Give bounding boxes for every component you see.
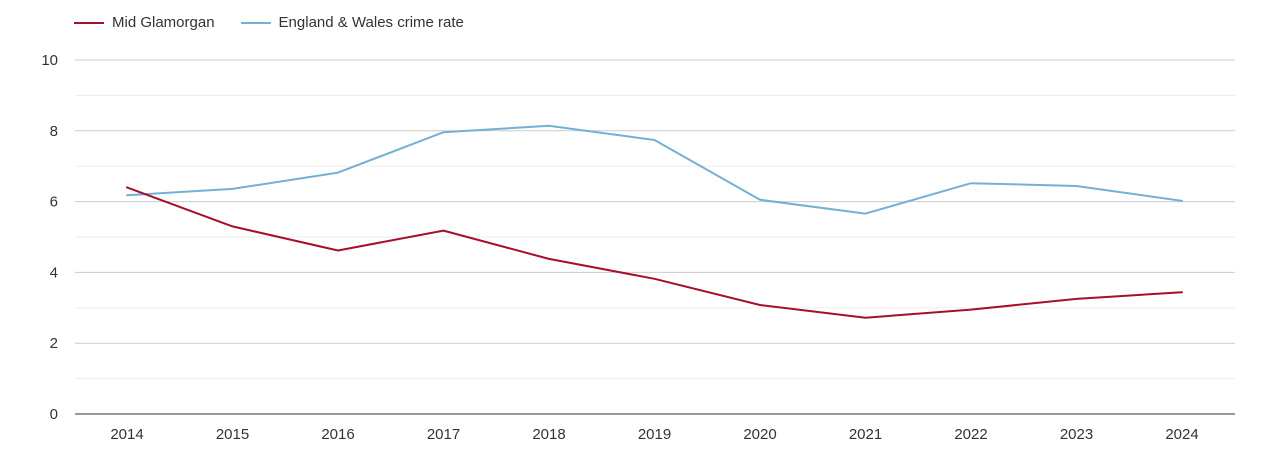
x-tick-label: 2019: [638, 426, 671, 443]
x-tick-label: 2016: [321, 426, 354, 443]
y-tick-label: 10: [41, 52, 58, 69]
legend-swatch-england-wales: [240, 21, 271, 24]
y-tick-label: 2: [50, 335, 58, 352]
x-tick-label: 2022: [954, 426, 987, 443]
series-lines: [126, 124, 1183, 319]
series-line-mid-glamorgan[interactable]: [126, 186, 1183, 319]
y-tick-label: 8: [50, 123, 58, 140]
y-tick-label: 6: [50, 194, 58, 211]
x-tick-label: 2018: [532, 426, 565, 443]
x-tick-label: 2020: [743, 426, 776, 443]
x-tick-label: 2024: [1165, 426, 1198, 443]
legend-label-mid-glamorgan: Mid Glamorgan: [112, 14, 215, 31]
x-tick-label: 2023: [1060, 426, 1093, 443]
y-tick-label: 0: [50, 406, 58, 423]
grid-lines: [75, 59, 1235, 415]
legend-swatch-mid-glamorgan: [74, 21, 104, 24]
y-tick-label: 4: [50, 264, 58, 281]
y-axis-ticks: 0 2 4 6 8 10: [41, 52, 58, 423]
x-tick-label: 2021: [849, 426, 882, 443]
legend-item-mid-glamorgan[interactable]: Mid Glamorgan: [74, 14, 215, 31]
legend-item-england-wales[interactable]: England & Wales crime rate: [240, 14, 464, 31]
x-tick-label: 2014: [110, 426, 143, 443]
x-tick-label: 2017: [427, 426, 460, 443]
x-axis-ticks: 2014 2015 2016 2017 2018 2019 2020 2021 2022 2023…: [110, 426, 1198, 443]
series-line-england-wales-crime-rate[interactable]: [126, 124, 1183, 215]
x-tick-label: 2015: [216, 426, 249, 443]
legend-label-england-wales: England & Wales crime rate: [278, 14, 464, 31]
chart-legend: Mid Glamorgan England & Wales crime rate: [74, 14, 464, 31]
